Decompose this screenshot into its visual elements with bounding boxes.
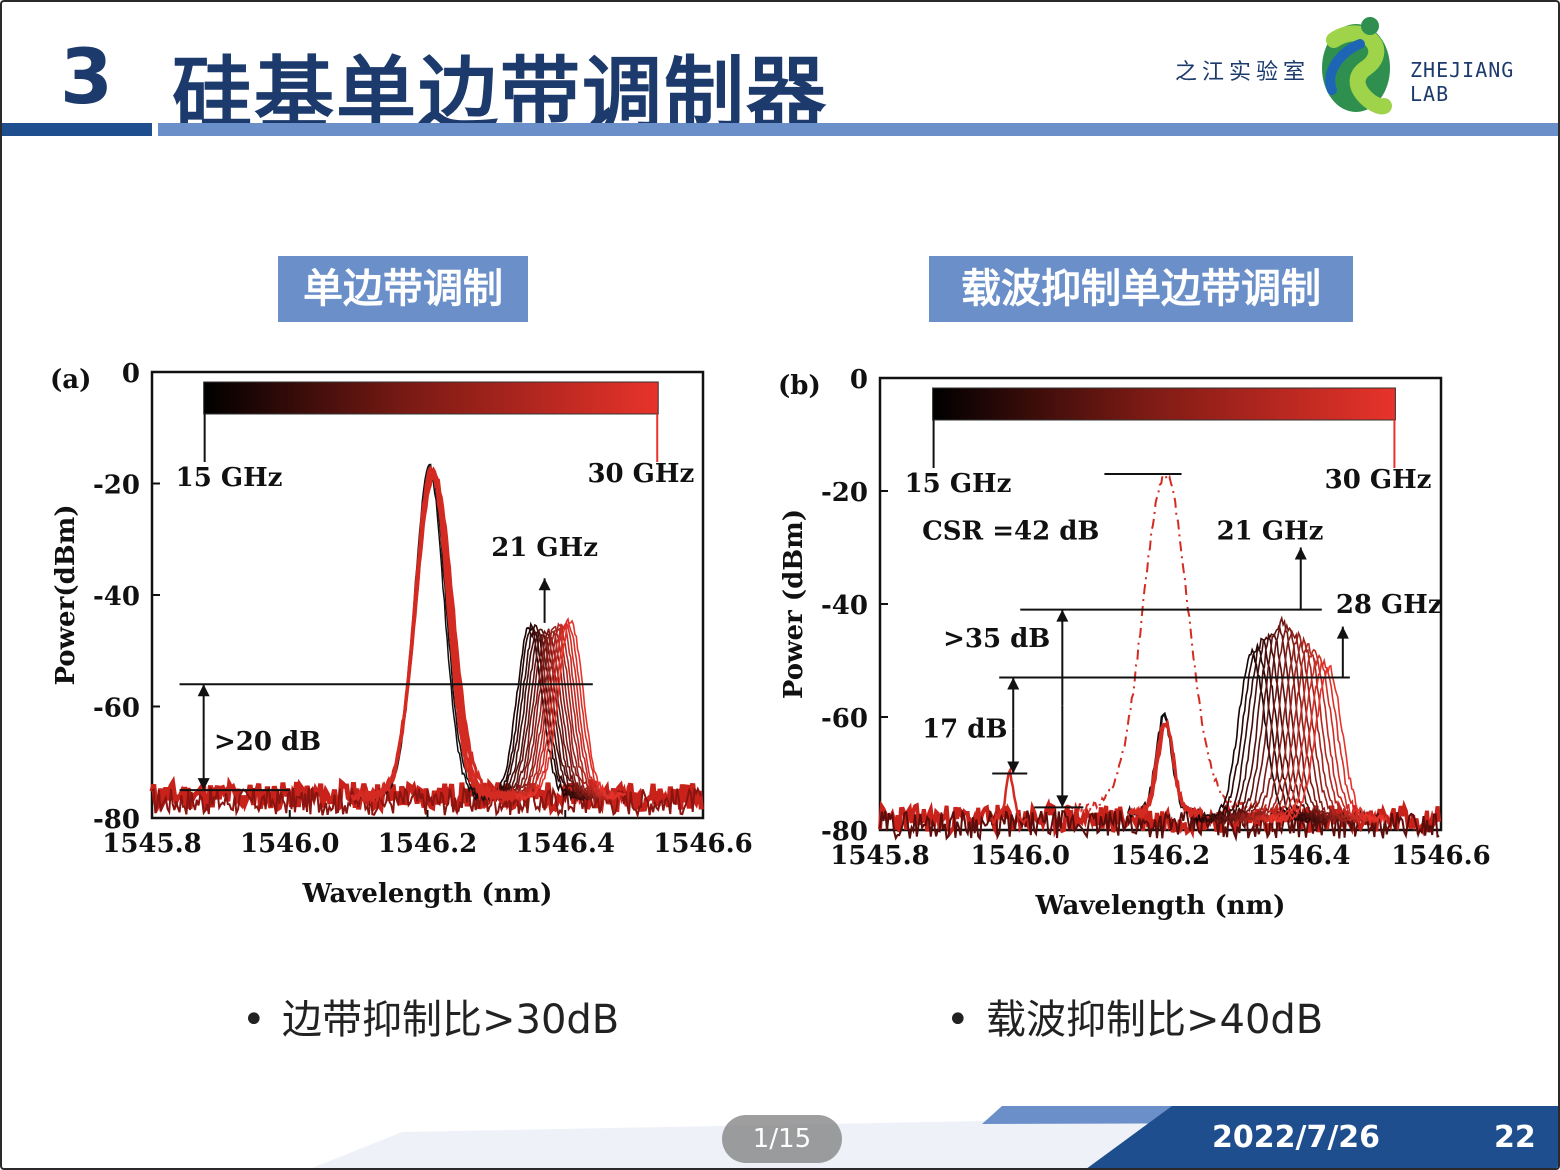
- bullet-dot-icon: •: [946, 997, 970, 1043]
- chart-b-xtick-label: 1546.2: [1111, 841, 1211, 871]
- chart-b-colorbar: [932, 387, 1396, 421]
- chart-a-ssr-arrow-down-head: [197, 778, 210, 791]
- footer-page-number: 22: [1494, 1120, 1536, 1155]
- chart-b-ytick-label: -80: [821, 817, 868, 847]
- chart-b-annotation-21ghz: 21 GHz: [1217, 517, 1324, 547]
- badge-cs-ssb: 载波抑制单边带调制: [929, 256, 1353, 322]
- footer-date: 2022/7/26: [1212, 1120, 1381, 1155]
- chart-b-17db-arrow-down-head: [1007, 761, 1020, 774]
- chart-a-colorbar-start-label: 15 GHz: [176, 463, 283, 493]
- bullet-dot-icon: •: [242, 997, 266, 1043]
- chart-a-carrier-trace: [357, 464, 505, 805]
- chart-b-xtick-label: 1545.8: [830, 841, 930, 871]
- logo-chinese-text: 之江实验室: [1175, 60, 1311, 85]
- chart-b-annotation-17db: 17 dB: [922, 714, 1007, 744]
- chart-b-sideband-trace: [1243, 635, 1362, 826]
- chart-b-xtick-label: 1546.6: [1391, 841, 1491, 871]
- chart-a-annotation-21ghz: 21 GHz: [491, 533, 598, 563]
- chart-a-ssr-arrow-up-head: [197, 684, 210, 697]
- chart-b-cs-arrow-down-head: [1056, 795, 1069, 808]
- chart-a-xtick-label: 1546.2: [378, 829, 478, 859]
- chart-a-carrier-trace: [355, 466, 510, 804]
- chart-a-colorbar: [203, 381, 659, 415]
- chart-a-annotation-ssr: >20 dB: [214, 727, 321, 757]
- badge-ssb: 单边带调制: [278, 256, 528, 322]
- chart-b-sideband-trace: [1264, 657, 1383, 824]
- chart-a-carrier-trace: [350, 470, 518, 804]
- chart-a-xlabel: Wavelength (nm): [302, 879, 553, 909]
- chart-b-annotation-28ghz: 28 GHz: [1336, 590, 1443, 620]
- pager-indicator[interactable]: 1/15: [722, 1115, 842, 1163]
- chart-a-carrier-trace: [352, 470, 514, 804]
- zhejiang-lab-logo-icon: [1322, 17, 1392, 115]
- bullet-left: • 边带抑制比>30dB: [242, 987, 619, 1045]
- section-number: 3: [60, 32, 113, 121]
- title-underline-light: [158, 123, 1558, 136]
- chart-a-xtick-label: 1546.4: [515, 829, 615, 859]
- chart-b-sideband-trace: [1269, 664, 1388, 826]
- chart-b-annotation-cs: >35 dB: [943, 624, 1050, 654]
- bullet-left-text: 边带抑制比>30dB: [282, 997, 620, 1043]
- chart-b-ylabel: Power (dBm): [779, 509, 809, 699]
- chart-a-sideband-arrow-head: [538, 578, 551, 591]
- chart-a-xtick-label: 1546.0: [240, 829, 340, 859]
- chart-a-xtick-label: 1546.6: [653, 829, 753, 859]
- chart-b-xtick-label: 1546.0: [970, 841, 1070, 871]
- chart-b-ytick-label: -40: [821, 591, 868, 621]
- chart-b-28ghz-arrow-head: [1336, 626, 1349, 639]
- chart-b-colorbar-end-label: 30 GHz: [1325, 465, 1432, 495]
- chart-a-colorbar-end-label: 30 GHz: [587, 459, 694, 489]
- chart-a-carrier-trace: [360, 464, 500, 802]
- chart-a-ylabel: Power(dBm): [51, 504, 81, 685]
- chart-b-panel-label: (b): [778, 371, 821, 401]
- chart-b-suppressed-carrier: [1127, 722, 1202, 820]
- chart-a-sideband-trace: [514, 619, 627, 801]
- chart-a-xtick-label: 1545.8: [102, 829, 202, 859]
- bullet-right-text: 载波抑制比>40dB: [986, 997, 1324, 1043]
- chart-a-ytick-label: 0: [122, 359, 140, 389]
- chart-b-ytick-label: 0: [850, 365, 868, 395]
- chart-a-ytick-label: -60: [93, 694, 140, 724]
- chart-a-panel-label: (a): [50, 365, 91, 395]
- chart-a-ytick-label: -20: [93, 471, 140, 501]
- chart-b-sideband-trace: [1208, 636, 1326, 825]
- chart-b-colorbar-start-label: 15 GHz: [905, 469, 1012, 499]
- chart-b-xlabel: Wavelength (nm): [1035, 891, 1286, 921]
- chart-b-xtick-label: 1546.4: [1251, 841, 1351, 871]
- chart-a-ytick-label: -40: [93, 582, 140, 612]
- chart-b-suppressed-carrier: [1129, 723, 1203, 821]
- bullet-right: • 载波抑制比>40dB: [946, 987, 1323, 1045]
- chart-a-carrier-trace: [362, 463, 496, 802]
- chart-b-21ghz-arrow-head: [1294, 547, 1307, 560]
- chart-a-ytick-label: -80: [93, 805, 140, 835]
- chart-b-annotation-csr: CSR =42 dB: [922, 517, 1099, 547]
- chart-b-small-peak: [990, 766, 1028, 826]
- chart-b-ytick-label: -60: [821, 704, 868, 734]
- logo-english-text: ZHEJIANG LAB: [1410, 58, 1515, 106]
- footer-decoration: [312, 1106, 1558, 1168]
- chart-b-ytick-label: -20: [821, 478, 868, 508]
- chart-b-17db-arrow-up-head: [1007, 677, 1020, 690]
- title-underline-dark: [2, 123, 152, 136]
- chart-b-cs-arrow-up-head: [1056, 609, 1069, 622]
- chart-b-suppressed-carrier: [1128, 718, 1203, 821]
